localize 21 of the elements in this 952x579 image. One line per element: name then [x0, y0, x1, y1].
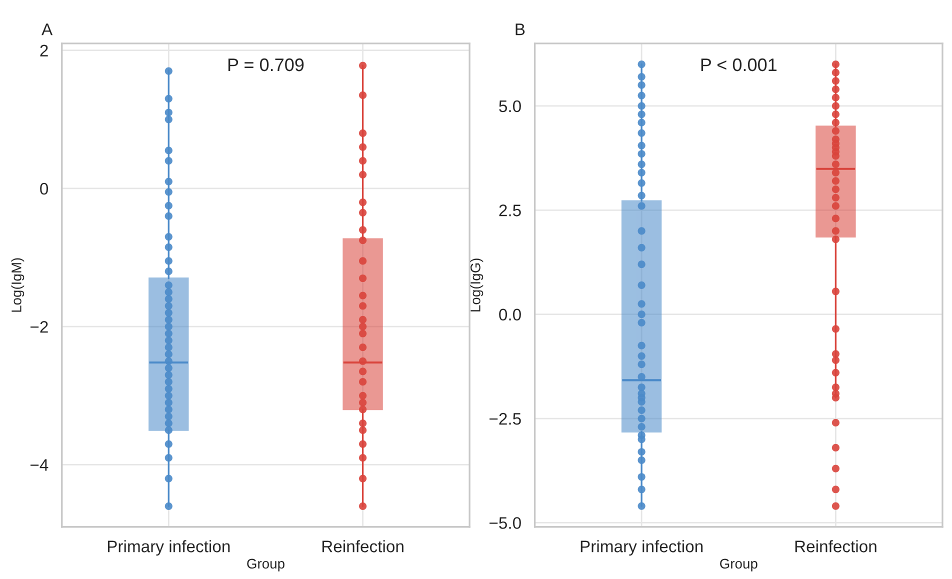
- y-tick-label: −5.0: [490, 517, 521, 529]
- y-tick-label: 2: [40, 44, 48, 56]
- y-tick-label: −2.5: [490, 412, 521, 425]
- x-axis-title: Group: [247, 558, 284, 572]
- y-tick-label: 0: [40, 182, 48, 195]
- x-tick-label: Primary infection: [108, 540, 230, 556]
- y-tick-label: 5.0: [499, 100, 521, 112]
- x-axis-title: Group: [720, 558, 758, 572]
- x-tick-label: Primary infection: [580, 540, 703, 556]
- y-axis-title: Log(IgG): [470, 258, 484, 312]
- chart-title: A: [42, 24, 53, 36]
- x-tick-label: Reinfection: [322, 540, 404, 552]
- y-tick-label: −2: [30, 321, 48, 333]
- annotation: P < 0.001: [701, 58, 776, 72]
- x-tick-label: Reinfection: [795, 540, 876, 552]
- y-tick-label: 2.5: [499, 204, 521, 216]
- y-axis-title: Log(IgM): [11, 258, 24, 312]
- y-tick-label: 0.0: [499, 308, 521, 321]
- chart-title: B: [516, 24, 525, 36]
- annotation: P = 0.709: [228, 58, 304, 72]
- y-tick-label: −4: [30, 459, 48, 471]
